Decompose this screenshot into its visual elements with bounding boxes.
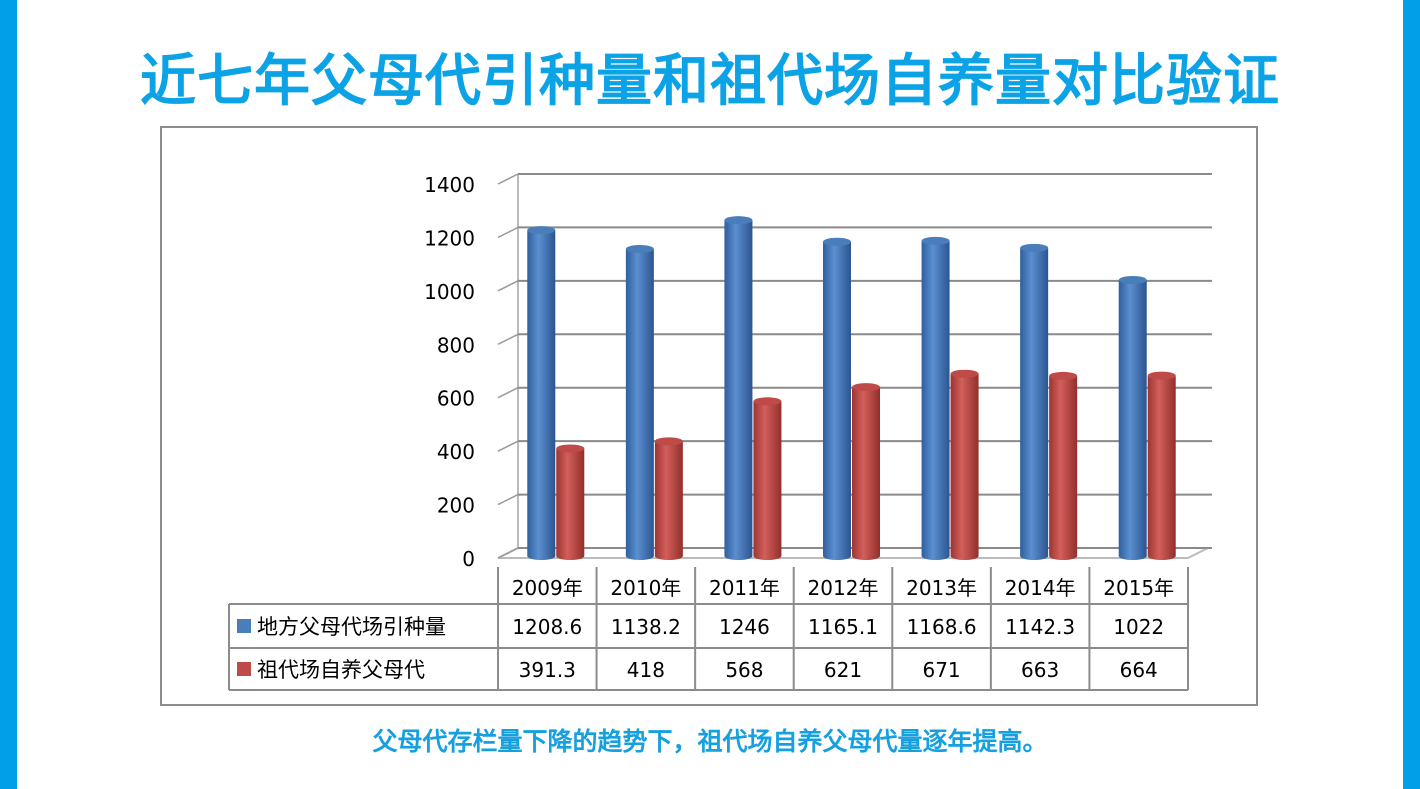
data-label: 568 [725, 658, 763, 682]
bar-cap [654, 437, 683, 446]
legend-swatch-1 [237, 662, 251, 676]
bar-cap [1049, 371, 1078, 380]
bar-cap [852, 383, 880, 392]
data-label: 1022 [1113, 615, 1164, 639]
bar-red [852, 387, 880, 556]
x-tick-label: 2015年 [1103, 576, 1174, 600]
bar-cap [823, 237, 851, 246]
x-tick-label: 2011年 [709, 576, 780, 600]
bar-base [1147, 552, 1176, 560]
bar-base [823, 552, 851, 560]
gridline-diagonal [497, 226, 519, 239]
bar-base [1020, 552, 1049, 560]
data-label: 1142.3 [1005, 615, 1075, 639]
bar-blue [921, 240, 950, 556]
bar-base [527, 552, 556, 560]
bar-base [852, 552, 880, 560]
gridline-diagonal [497, 440, 519, 452]
bar-base [625, 552, 654, 560]
caption: 父母代存栏量下降的趋势下，祖代场自养父母代量逐年提高。 [372, 727, 1048, 756]
bar-base [753, 552, 782, 560]
data-label: 1208.6 [512, 615, 582, 639]
bar-cap [625, 244, 654, 253]
y-tick-label: 800 [437, 333, 475, 357]
x-tick-label: 2013年 [906, 576, 977, 600]
bar-base [556, 552, 585, 560]
data-label: 1168.6 [907, 615, 977, 639]
bar-blue [625, 248, 654, 557]
bar-base [654, 552, 683, 560]
left-accent-bar [0, 0, 17, 789]
bar-blue [1118, 279, 1147, 556]
page-title: 近七年父母代引种量和祖代场自养量对比验证 [140, 49, 1280, 114]
data-label: 663 [1021, 658, 1059, 682]
y-tick-label: 1200 [424, 226, 475, 250]
gridline-diagonal [497, 173, 519, 185]
y-tick-label: 0 [462, 547, 475, 571]
bar-base [724, 552, 753, 560]
data-label: 1138.2 [611, 615, 681, 639]
gridline-diagonal [497, 333, 519, 345]
bar-blue [1020, 247, 1049, 556]
bar-cap [556, 444, 585, 453]
x-tick-label: 2010年 [610, 576, 681, 600]
x-tick-label: 2012年 [808, 576, 879, 600]
data-label: 1246 [719, 615, 770, 639]
bar-red [753, 401, 782, 556]
bar-cap [950, 369, 979, 378]
bar-cap [724, 216, 753, 225]
y-tick-label: 1000 [424, 280, 475, 304]
bar-base [1049, 552, 1078, 560]
y-tick-label: 200 [437, 494, 475, 518]
data-label: 664 [1120, 658, 1158, 682]
bar-cap [1020, 243, 1049, 252]
bar-cap [753, 397, 782, 406]
floor-right-edge [1187, 547, 1209, 559]
bar-red [556, 448, 585, 556]
legend-swatch-0 [237, 619, 251, 633]
gridline-diagonal [497, 280, 519, 292]
bar-cap [527, 226, 556, 235]
data-label: 1165.1 [808, 615, 878, 639]
gridline-diagonal [497, 493, 519, 506]
data-label: 671 [922, 658, 960, 682]
y-tick-label: 600 [437, 387, 475, 411]
bar-cap [1147, 371, 1176, 380]
bar-blue [527, 230, 556, 556]
bar-blue [823, 241, 851, 556]
bar-cap [1118, 275, 1147, 284]
data-label: 418 [627, 658, 665, 682]
data-label: 621 [824, 658, 862, 682]
x-tick-label: 2014年 [1005, 576, 1076, 600]
data-label: 391.3 [519, 658, 576, 682]
bar-red [1147, 375, 1176, 556]
bar-cap [921, 236, 950, 245]
x-tick-label: 2009年 [512, 576, 583, 600]
bar-red [950, 373, 979, 556]
bar-red [1049, 375, 1078, 556]
bar-red [654, 441, 683, 556]
bar-base [950, 552, 979, 560]
bar-base [1118, 552, 1147, 560]
gridline-diagonal [497, 547, 519, 559]
bar-base [921, 552, 950, 560]
bar-blue [724, 220, 753, 556]
gridline-diagonal [497, 387, 519, 399]
y-tick-label: 400 [437, 440, 475, 464]
y-tick-label: 1400 [424, 173, 475, 197]
legend-label: 祖代场自养父母代 [257, 658, 425, 682]
right-accent-bar [1403, 0, 1420, 789]
legend-label: 地方父母代场引种量 [257, 615, 446, 639]
